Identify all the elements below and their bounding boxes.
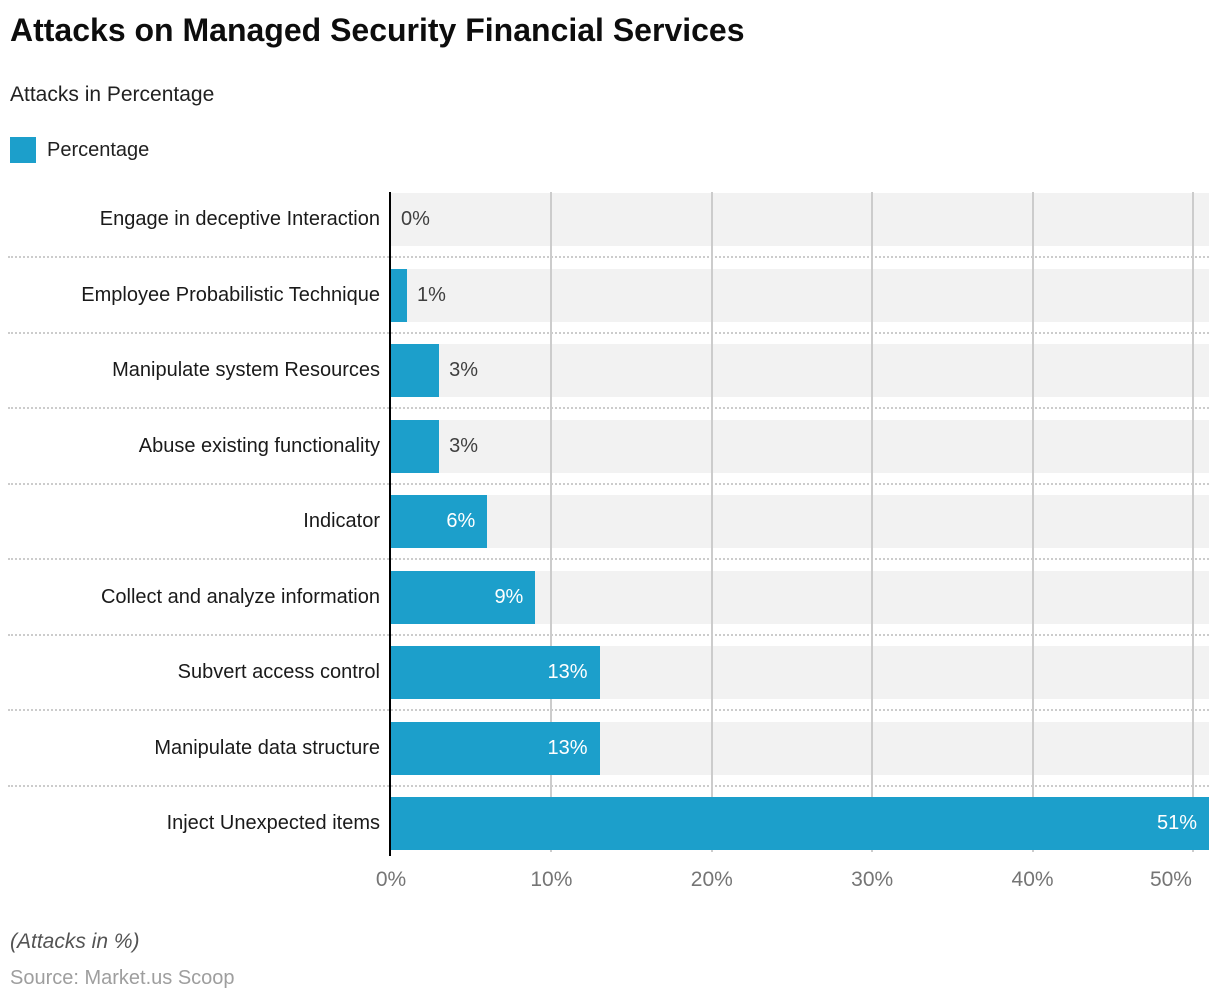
bar[interactable] — [391, 646, 600, 699]
bar-chart: Engage in deceptive Interaction 0% Emplo… — [0, 192, 1209, 904]
value-label: 13% — [547, 736, 588, 759]
bar-row: Employee Probabilistic Technique 1% — [0, 268, 1209, 344]
chart-subtitle: Attacks in Percentage — [10, 83, 215, 106]
bar-row: Manipulate system Resources 3% — [0, 343, 1209, 419]
bar[interactable] — [391, 721, 600, 775]
bar-track — [391, 495, 1209, 548]
chart-title: Attacks on Managed Security Financial Se… — [10, 12, 745, 48]
bar-row: Collect and analyze information 9% — [0, 570, 1209, 646]
legend-item-percentage[interactable]: Percentage — [10, 137, 149, 163]
value-label: 9% — [494, 585, 524, 608]
gridline — [1191, 192, 1194, 852]
bar-row: Indicator 6% — [0, 494, 1209, 570]
y-axis-line — [389, 192, 391, 856]
category-label: Abuse existing functionality — [138, 434, 380, 457]
x-tick-label: 10% — [530, 868, 573, 891]
legend-label: Percentage — [47, 138, 150, 161]
bar-zone: 9% — [391, 570, 1209, 624]
value-label: 51% — [1156, 812, 1197, 834]
bar[interactable] — [391, 268, 408, 322]
x-tick-label: 20% — [690, 868, 733, 891]
category-label: Indicator — [303, 510, 380, 532]
value-label: 0% — [401, 208, 430, 230]
gridline — [710, 192, 713, 852]
bar-row: Abuse existing functionality 3% — [0, 419, 1209, 495]
chart-rows: Engage in deceptive Interaction 0% Emplo… — [0, 192, 1209, 872]
bar[interactable] — [391, 419, 440, 473]
x-tick-label: 0% — [375, 868, 407, 891]
category-label: Manipulate data structure — [154, 736, 380, 759]
gridlines — [391, 192, 1209, 852]
bar-zone: 3% — [391, 419, 1209, 473]
footnote: (Attacks in %) — [10, 930, 140, 953]
x-tick-label: 30% — [851, 868, 894, 891]
bar-track — [391, 268, 1209, 322]
value-label: 13% — [547, 661, 588, 683]
category-label: Collect and analyze information — [100, 585, 380, 608]
category-label: Subvert access control — [177, 661, 380, 683]
bar[interactable] — [391, 797, 1209, 850]
bar-track — [391, 344, 1209, 397]
bar-track — [391, 193, 1209, 246]
category-label: Employee Probabilistic Technique — [81, 283, 380, 306]
bar-zone: 51% — [391, 797, 1209, 850]
bar-zone: 13% — [391, 646, 1209, 699]
bar-row: Engage in deceptive Interaction 0% — [0, 192, 1209, 268]
gridline — [871, 192, 874, 852]
value-label: 3% — [449, 359, 479, 381]
x-tick-label: 40% — [1011, 868, 1054, 891]
x-tick-label: 50% — [1149, 868, 1192, 891]
legend-swatch-icon — [10, 137, 36, 163]
bar-zone: 1% — [391, 268, 1209, 322]
category-label: Engage in deceptive Interaction — [99, 208, 380, 230]
value-label: 6% — [446, 510, 476, 532]
x-axis-ticks: 0% 10% 20% 30% 40% 50% — [376, 866, 1209, 894]
bar-row: Inject Unexpected items 51% — [0, 796, 1209, 872]
value-label: 3% — [449, 434, 479, 457]
bar[interactable] — [391, 570, 536, 624]
bar-zone: 6% — [391, 495, 1209, 548]
bar[interactable] — [391, 344, 440, 397]
bar-zone: 0% — [391, 193, 1209, 246]
category-label: Manipulate system Resources — [112, 359, 380, 381]
category-label: Inject Unexpected items — [166, 812, 380, 834]
bar-row: Subvert access control 13% — [0, 645, 1209, 721]
bar-zone: 13% — [391, 721, 1209, 775]
gridline — [550, 192, 553, 852]
gridline — [1031, 192, 1034, 852]
bar-track — [391, 419, 1209, 473]
bar[interactable] — [391, 495, 488, 548]
source-credit: Source: Market.us Scoop — [10, 967, 235, 989]
value-label: 1% — [417, 283, 446, 306]
bar-row: Manipulate data structure 13% — [0, 721, 1209, 797]
bar-zone: 3% — [391, 344, 1209, 397]
